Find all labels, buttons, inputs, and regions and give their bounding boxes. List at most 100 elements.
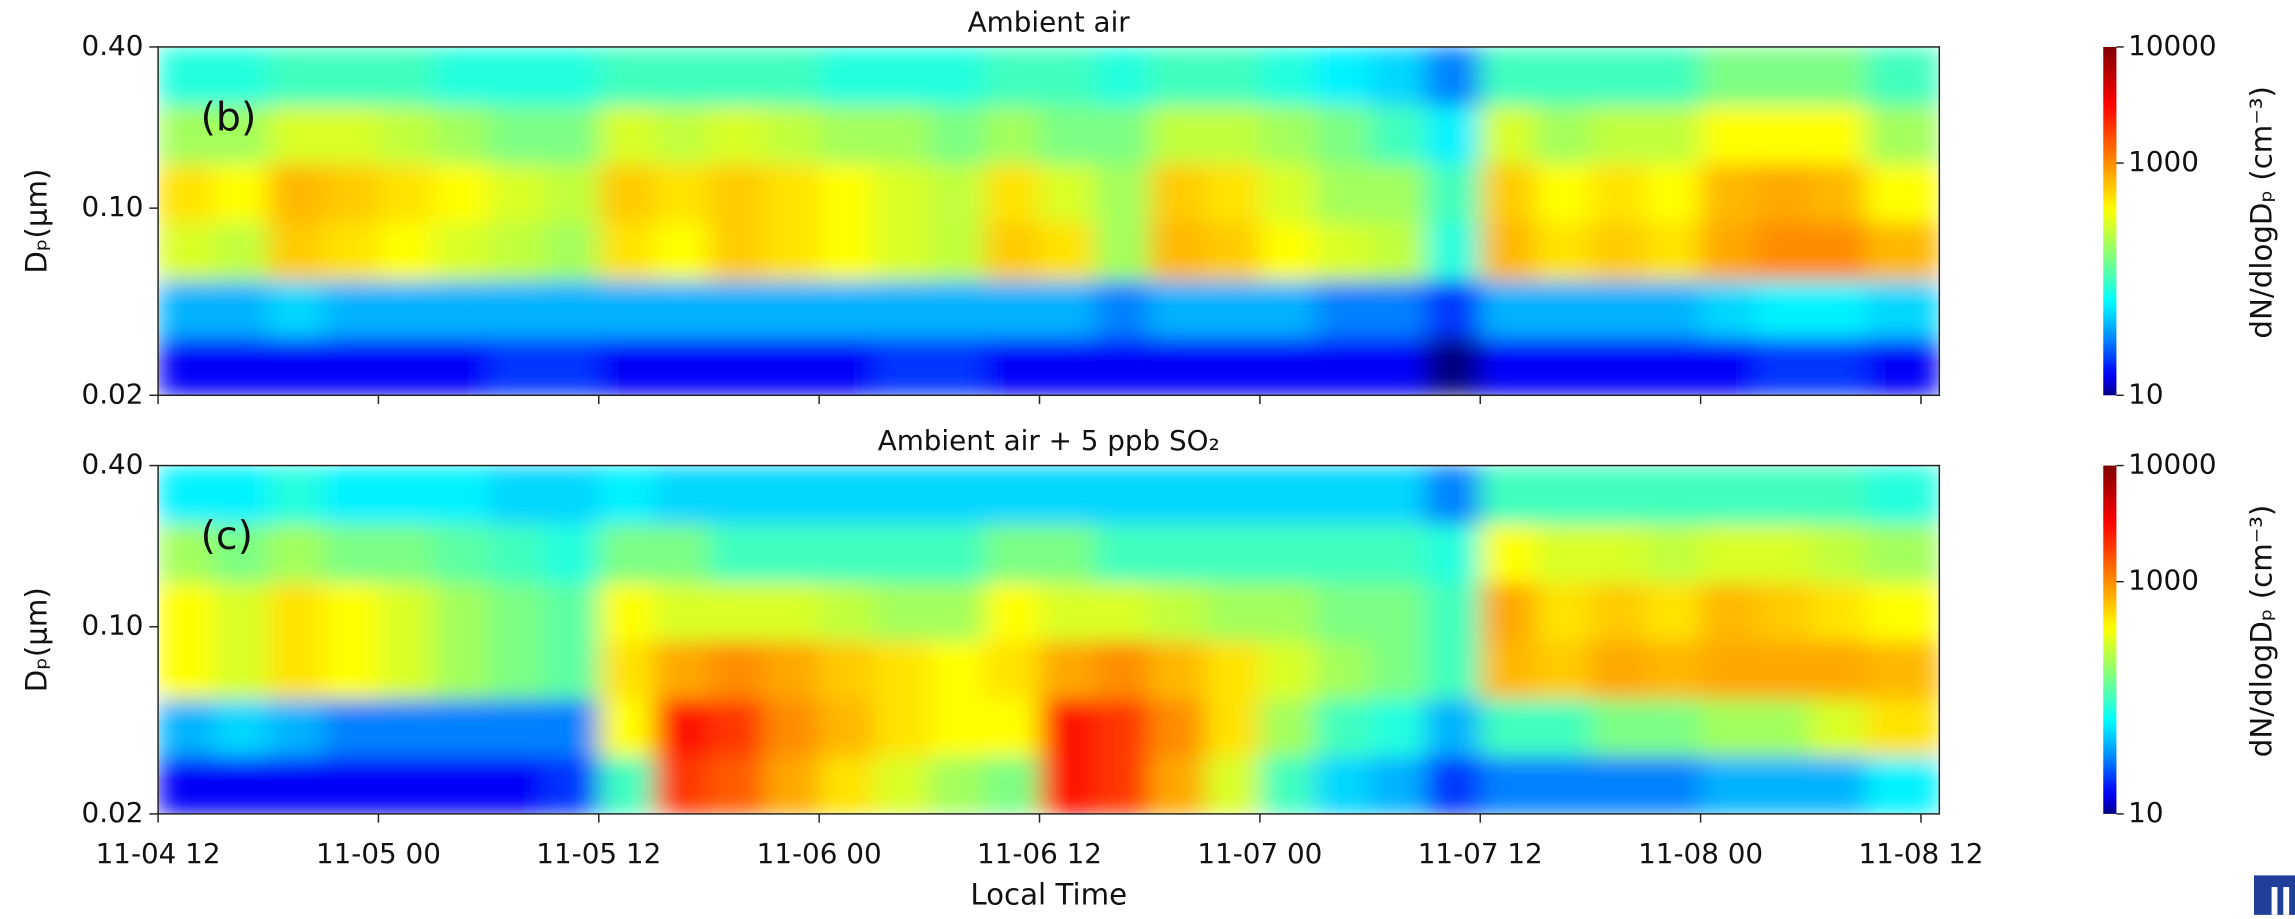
heatmap-cell bbox=[819, 337, 876, 396]
heatmap-cell bbox=[1810, 640, 1867, 700]
heatmap-cell bbox=[653, 465, 710, 525]
colorbar-tick-label: 10000 bbox=[2128, 448, 2216, 481]
heatmap-cell bbox=[158, 755, 215, 814]
heatmap-cell bbox=[984, 221, 1041, 281]
heatmap-cell bbox=[598, 640, 655, 700]
heatmap-cell bbox=[653, 279, 710, 338]
heatmap-cell bbox=[1039, 465, 1096, 525]
heatmap-cell bbox=[1480, 221, 1537, 281]
heatmap-cell bbox=[433, 337, 490, 396]
chart-title: Ambient air + 5 ppb SO₂ bbox=[878, 424, 1220, 457]
heatmap-cell bbox=[1480, 465, 1537, 525]
heatmap-cell bbox=[1094, 581, 1151, 642]
heatmap-cell bbox=[1149, 279, 1206, 338]
heatmap-cell bbox=[1865, 755, 1940, 814]
heatmap-cell bbox=[543, 465, 600, 525]
heatmap-cell bbox=[1865, 698, 1940, 757]
heatmap-cell bbox=[1480, 523, 1537, 583]
heatmap-cell bbox=[158, 221, 215, 281]
heatmap-cell bbox=[819, 465, 876, 525]
heatmap-cell bbox=[158, 640, 215, 700]
heatmap-cell bbox=[1535, 46, 1592, 106]
heatmap-cell bbox=[1535, 163, 1592, 223]
x-tick-label: 11-04 12 bbox=[96, 837, 221, 870]
heatmap-cell bbox=[213, 640, 270, 700]
heatmap-cell bbox=[874, 523, 931, 583]
heatmap-cell bbox=[984, 581, 1041, 642]
heatmap-cell bbox=[268, 523, 325, 583]
heatmap-cell bbox=[984, 465, 1041, 525]
heatmap-cell bbox=[543, 755, 600, 814]
heatmap-cell bbox=[1314, 640, 1371, 700]
heatmap-cell bbox=[543, 104, 600, 165]
heatmap-cell bbox=[1700, 640, 1757, 700]
heatmap-cell bbox=[929, 698, 986, 757]
heatmap-cell bbox=[1590, 640, 1647, 700]
heatmap-cell bbox=[929, 163, 986, 223]
heatmap-cell bbox=[598, 581, 655, 642]
heatmap-cell bbox=[1590, 465, 1647, 525]
heatmap-cell bbox=[1259, 163, 1316, 223]
heatmap-cell bbox=[433, 163, 490, 223]
heatmap-cell bbox=[598, 523, 655, 583]
heatmap-cell bbox=[984, 104, 1041, 165]
heatmap-cell bbox=[1590, 581, 1647, 642]
heatmap-cell bbox=[1810, 163, 1867, 223]
heatmap-cell bbox=[929, 279, 986, 338]
heatmap bbox=[158, 465, 1940, 814]
heatmap-cell bbox=[1700, 104, 1757, 165]
heatmap-cell bbox=[1645, 279, 1702, 338]
heatmap-cell bbox=[1039, 337, 1096, 396]
heatmap-cell bbox=[1094, 104, 1151, 165]
chart-title: Ambient air bbox=[968, 6, 1131, 39]
heatmap-cell bbox=[1810, 755, 1867, 814]
heatmap-cell bbox=[1755, 755, 1812, 814]
heatmap-cell bbox=[158, 581, 215, 642]
heatmap-cell bbox=[819, 640, 876, 700]
heatmap-cell bbox=[1755, 337, 1812, 396]
heatmap-cell bbox=[1755, 163, 1812, 223]
heatmap-cell bbox=[213, 104, 270, 165]
heatmap-cell bbox=[213, 221, 270, 281]
heatmap-cell bbox=[1149, 46, 1206, 106]
colorbar-tick-label: 1000 bbox=[2128, 145, 2199, 178]
heatmap-cell bbox=[1204, 279, 1261, 338]
heatmap-cell bbox=[598, 279, 655, 338]
heatmap-cell bbox=[1700, 755, 1757, 814]
heatmap-cell bbox=[1370, 279, 1427, 338]
heatmap-cell bbox=[874, 581, 931, 642]
heatmap-cell bbox=[1425, 221, 1482, 281]
heatmap-cell bbox=[1590, 337, 1647, 396]
heatmap-cell bbox=[1425, 46, 1482, 106]
heatmap-cell bbox=[1039, 104, 1096, 165]
heatmap-cell bbox=[598, 698, 655, 757]
colorbar-tick-label: 10000 bbox=[2128, 29, 2216, 62]
heatmap-cell bbox=[1204, 698, 1261, 757]
heatmap-cell bbox=[708, 640, 765, 700]
heatmap-cell bbox=[1865, 523, 1940, 583]
heatmap-cell bbox=[1425, 104, 1482, 165]
heatmap-cell bbox=[488, 698, 545, 757]
heatmap-cell bbox=[1535, 337, 1592, 396]
heatmap-cell bbox=[1094, 698, 1151, 757]
heatmap-cell bbox=[543, 581, 600, 642]
heatmap-cell bbox=[929, 104, 986, 165]
heatmap-cell bbox=[653, 221, 710, 281]
heatmap-cell bbox=[1149, 163, 1206, 223]
heatmap-cell bbox=[1480, 755, 1537, 814]
heatmap-cell bbox=[378, 640, 435, 700]
heatmap-cell bbox=[1590, 755, 1647, 814]
heatmap-cell bbox=[1370, 163, 1427, 223]
heatmap-cell bbox=[764, 698, 821, 757]
heatmap-cell bbox=[433, 465, 490, 525]
heatmap-cell bbox=[1094, 465, 1151, 525]
heatmap-cell bbox=[653, 581, 710, 642]
heatmap-cell bbox=[268, 46, 325, 106]
heatmap-cell bbox=[874, 640, 931, 700]
heatmap-cell bbox=[819, 279, 876, 338]
heatmap-cell bbox=[433, 640, 490, 700]
heatmap-cell bbox=[708, 104, 765, 165]
heatmap-cell bbox=[1039, 640, 1096, 700]
heatmap-cell bbox=[1700, 465, 1757, 525]
heatmap-cell bbox=[819, 581, 876, 642]
